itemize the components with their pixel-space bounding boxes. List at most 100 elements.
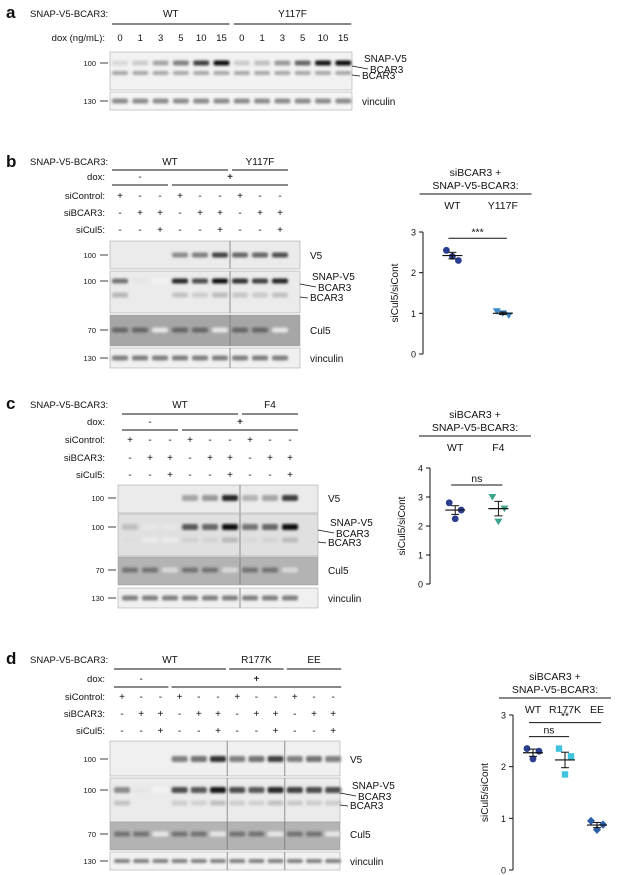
blot-border xyxy=(109,51,353,91)
blot-background xyxy=(110,778,340,822)
construct-label: SNAP-V5-BCAR3: xyxy=(30,400,108,411)
blot-band xyxy=(190,756,207,762)
blot-band xyxy=(252,327,268,333)
y-tick-label: 1 xyxy=(418,551,423,561)
chart-title-line2: SNAP-V5-BCAR3: xyxy=(432,180,518,192)
blot-band xyxy=(114,831,130,837)
blot-border xyxy=(117,513,319,557)
lane-sign: - xyxy=(138,225,141,236)
blot-band xyxy=(248,859,265,863)
blot-band xyxy=(133,859,150,863)
dox-plus: + xyxy=(253,674,259,685)
blot-label-bcar3-lower: BCAR3 xyxy=(310,293,344,304)
blot-band xyxy=(335,60,352,66)
blot-band xyxy=(132,60,149,66)
blot-band xyxy=(122,537,138,543)
blot-band xyxy=(282,524,298,530)
blot-band xyxy=(286,859,303,863)
lane-sign: - xyxy=(118,225,121,236)
blot-band xyxy=(192,252,208,258)
blot-band xyxy=(222,567,238,573)
blot-band xyxy=(262,595,278,601)
y-axis-label: siCul5/siCont xyxy=(480,763,491,822)
blot-band xyxy=(233,98,250,104)
row-label-sicul5: siCul5: xyxy=(76,225,105,236)
blot-band xyxy=(222,495,238,501)
blot-band xyxy=(254,71,271,75)
blot-label: Cul5 xyxy=(350,830,371,841)
blot-band xyxy=(112,60,128,66)
blot-border xyxy=(109,240,301,270)
lane-sign: - xyxy=(140,692,143,703)
lane-sign: + xyxy=(277,225,283,236)
blot-band xyxy=(112,355,128,361)
y-tick-label: 3 xyxy=(501,711,506,721)
blot-band xyxy=(210,831,226,837)
chart-title-line2: SNAP-V5-BCAR3: xyxy=(512,684,598,696)
group-label: Y117F xyxy=(246,157,275,168)
blot-band xyxy=(282,595,298,601)
lane-sign: - xyxy=(248,470,251,481)
blot-band xyxy=(212,252,228,258)
blot-band xyxy=(315,98,331,104)
data-point xyxy=(555,745,563,752)
blot-band xyxy=(229,756,246,762)
group-label: Y117F xyxy=(278,9,307,20)
panel-letter: c xyxy=(6,394,15,413)
blot-band xyxy=(162,537,178,543)
group-label: WT xyxy=(162,157,178,168)
blot-band xyxy=(182,567,198,573)
blot-label-pointer xyxy=(317,529,335,534)
dox-value: 3 xyxy=(158,33,163,44)
lane-sign: + xyxy=(127,435,133,446)
blot-strip: 130 vinculin xyxy=(83,851,383,871)
blot-band xyxy=(274,60,291,66)
lane-sign: - xyxy=(158,191,161,202)
blot-label-snap-v5: SNAP-V5 xyxy=(364,54,407,65)
blot-band xyxy=(122,524,138,530)
blot-band xyxy=(132,278,148,284)
blot-band xyxy=(262,567,278,573)
blot-band xyxy=(248,831,265,837)
dox-value: 1 xyxy=(138,33,143,44)
lane-sign: - xyxy=(332,692,335,703)
blot-band xyxy=(254,60,271,66)
lane-sign: - xyxy=(198,191,201,202)
dox-value: 0 xyxy=(117,33,122,44)
lane-sign: - xyxy=(255,692,258,703)
lane-sign: + xyxy=(247,435,253,446)
dox-plus: + xyxy=(227,172,233,183)
y-tick-label: 0 xyxy=(501,866,506,875)
lane-sign: + xyxy=(215,726,221,737)
blot-border xyxy=(109,270,301,314)
blot-band xyxy=(172,355,188,361)
data-point xyxy=(561,771,569,778)
chart-category-label: Y117F xyxy=(488,200,518,212)
dox-plus: + xyxy=(253,674,259,685)
panel-letter: b xyxy=(6,152,16,171)
blot-band xyxy=(262,524,278,530)
mw-marker: 100 xyxy=(83,59,96,68)
blot-band xyxy=(190,787,207,793)
lane-sign: + xyxy=(117,191,123,202)
blot-band xyxy=(242,537,258,543)
blot-strip: 70 Cul5 xyxy=(88,314,331,347)
blot-band xyxy=(267,800,284,806)
dox-plus: + xyxy=(237,417,243,428)
blot-label-bcar3-lower: BCAR3 xyxy=(328,538,362,549)
blot-band xyxy=(172,327,188,333)
mw-marker: 70 xyxy=(88,326,96,335)
blot-band xyxy=(272,278,288,284)
blot-band xyxy=(172,60,189,66)
blot-label-snap-v5: SNAP-V5 xyxy=(352,781,395,792)
blot-strip: 70 Cul5 xyxy=(88,821,371,851)
blot-band xyxy=(272,292,288,298)
y-axis-label: siCul5/siCont xyxy=(390,263,401,322)
blot-band xyxy=(193,60,210,66)
blot-band xyxy=(282,537,298,543)
lane-sign: - xyxy=(178,208,181,219)
lane-sign: + xyxy=(197,208,203,219)
blot-label: vinculin xyxy=(328,594,361,605)
lane-sign: + xyxy=(177,692,183,703)
